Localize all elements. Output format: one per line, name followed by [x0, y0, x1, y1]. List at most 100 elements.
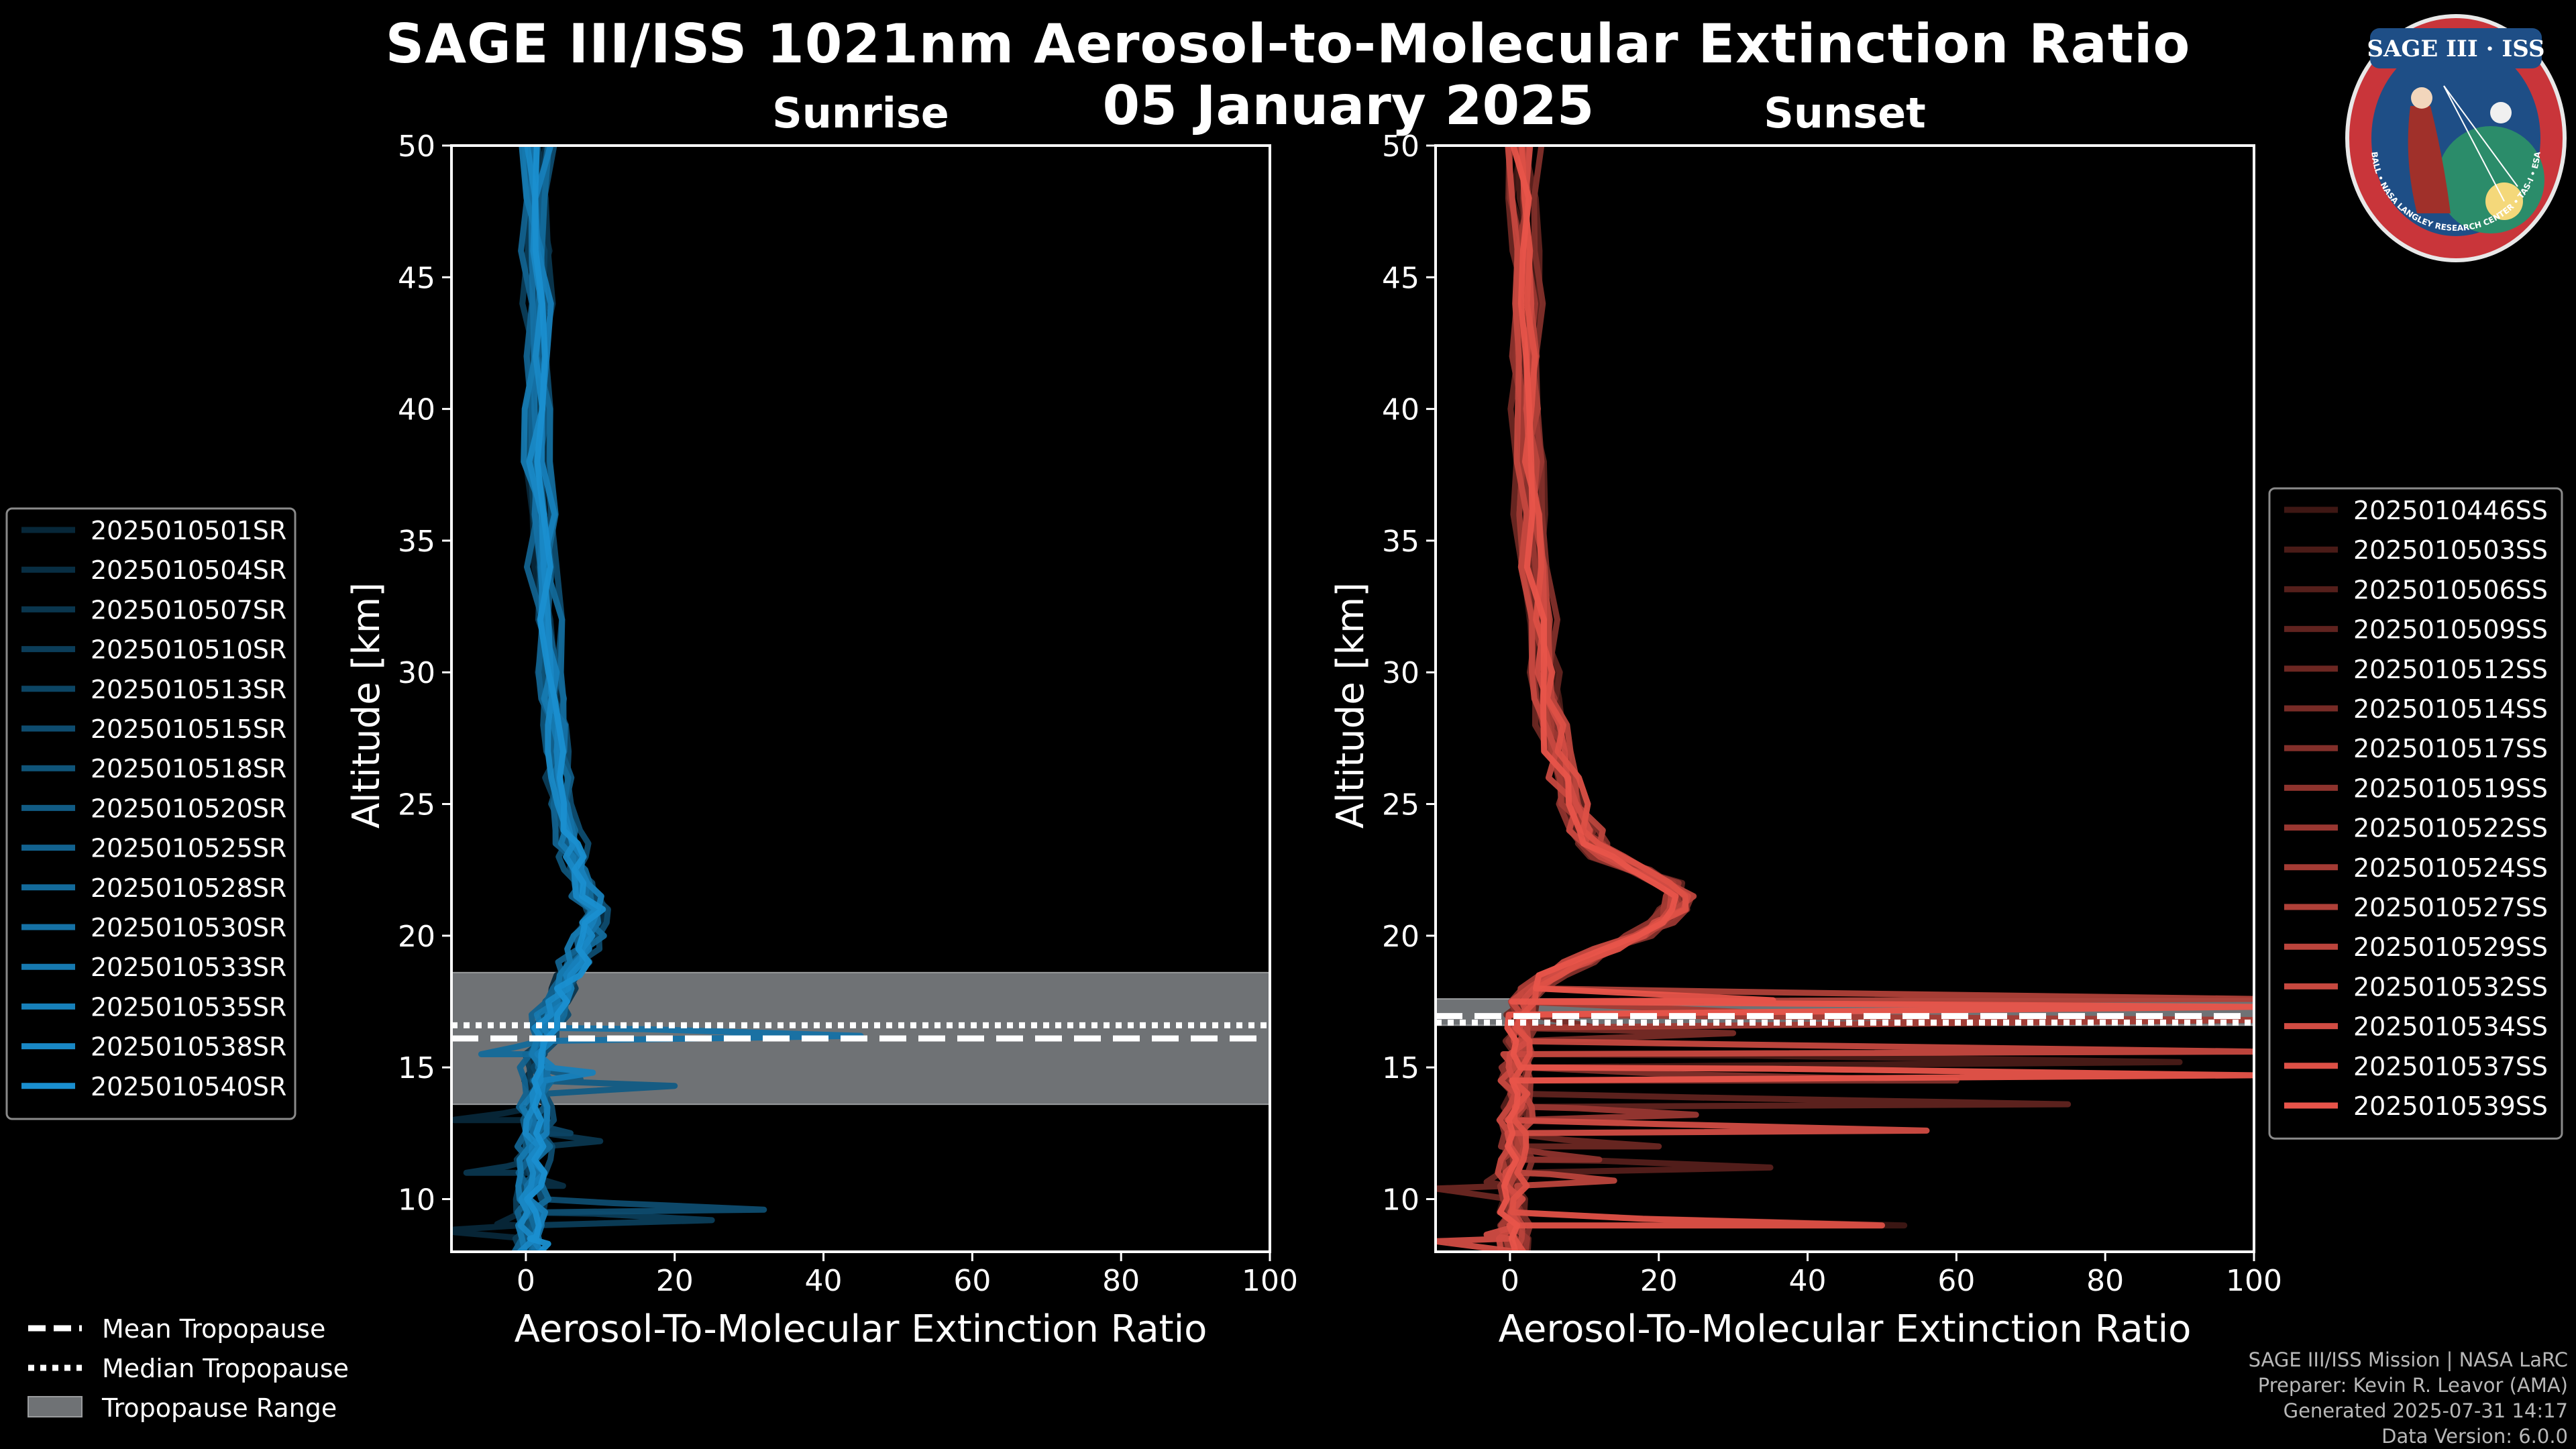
x-tick-label: 20	[1640, 1264, 1678, 1298]
profile-line-2025010509SS	[1509, 146, 2072, 1252]
x-tick-label: 40	[805, 1264, 843, 1298]
legend-entry: 2025010530SR	[91, 913, 286, 943]
legend-entry: 2025010527SS	[2353, 893, 2548, 922]
legend-entry: 2025010512SS	[2353, 655, 2548, 684]
legend-entry: 2025010529SS	[2353, 932, 2548, 962]
x-tick-label: 100	[2226, 1264, 2282, 1298]
profile-line-2025010539SS	[1497, 146, 2254, 1252]
x-tick-label: 60	[1937, 1264, 1975, 1298]
y-tick-label: 15	[1382, 1051, 1419, 1085]
y-tick-label: 50	[398, 129, 435, 164]
chart-date: 05 January 2025	[1102, 74, 1595, 137]
profile-line-2025010517SS	[1511, 146, 1960, 1252]
y-tick-label: 40	[1382, 393, 1419, 427]
profile-lines	[451, 146, 864, 1252]
x-tick-label: 20	[656, 1264, 694, 1298]
sage-logo: SAGE III · ISS BALL • NASA LANGLEY RESEA…	[2345, 14, 2567, 262]
panel-sunrise	[442, 144, 1271, 1261]
profile-line-2025010540SR	[524, 146, 606, 1252]
legend-entry: 2025010514SS	[2353, 694, 2548, 724]
chart-title: SAGE III/ISS 1021nm Aerosol-to-Molecular…	[385, 13, 2191, 75]
tropopause-legend: Mean Tropopause Median Tropopause Tropopau…	[28, 1314, 349, 1423]
legend-entry: 2025010501SR	[91, 516, 286, 545]
legend-entry: 2025010510SR	[91, 635, 286, 665]
legend-entry: 2025010524SS	[2353, 853, 2548, 883]
legend-entry: 2025010504SR	[91, 555, 286, 585]
profile-lines	[1436, 146, 2254, 1252]
legend-entry: 2025010503SS	[2353, 535, 2548, 565]
tropopause-range-label: Tropopause Range	[101, 1393, 337, 1423]
legend-entry: 2025010506SS	[2353, 575, 2548, 604]
legend-entry: 2025010535SR	[91, 992, 286, 1022]
y-tick-label: 45	[1382, 261, 1419, 295]
legend-entry: 2025010525SR	[91, 834, 286, 863]
legend-entry: 2025010446SS	[2353, 496, 2548, 525]
panel-sunset	[1426, 144, 2255, 1261]
credit-line: Generated 2025-07-31 14:17	[2283, 1399, 2568, 1422]
plot-frame	[1434, 144, 2255, 1253]
y-tick-label: 50	[1382, 129, 1419, 164]
y-tick-label: 45	[398, 261, 435, 295]
y-tick-label: 35	[1382, 525, 1419, 559]
y-axis-label: Altitude [km]	[1329, 582, 1373, 828]
tropopause-range-swatch	[28, 1396, 83, 1417]
legend-entry: 2025010537SS	[2353, 1052, 2548, 1081]
credit-line: SAGE III/ISS Mission | NASA LaRC	[2248, 1348, 2568, 1371]
y-tick-label: 30	[398, 656, 435, 690]
legend-box	[2268, 487, 2563, 1140]
y-tick-label: 10	[1382, 1183, 1419, 1217]
legend-entry: 2025010533SR	[91, 953, 286, 982]
profile-line-2025010538SR	[517, 146, 600, 1252]
x-axis-label: Aerosol-To-Molecular Extinction Ratio	[1499, 1307, 2192, 1351]
credit-line: Preparer: Kevin R. Leavor (AMA)	[2257, 1374, 2568, 1397]
logo-title: SAGE III · ISS	[2367, 36, 2544, 62]
y-tick-label: 25	[398, 788, 435, 822]
legend-box	[5, 507, 297, 1120]
legend-entry: 2025010528SR	[91, 873, 286, 903]
x-tick-label: 40	[1789, 1264, 1827, 1298]
legend-entry: 2025010522SS	[2353, 814, 2548, 843]
legend-entry: 2025010538SR	[91, 1032, 286, 1062]
legend-entry: 2025010507SR	[91, 595, 286, 625]
x-tick-label: 60	[953, 1264, 991, 1298]
profile-line-2025010503SS	[1504, 146, 2183, 1252]
legend-entry: 2025010513SR	[91, 675, 286, 704]
x-tick-label: 100	[1242, 1264, 1298, 1298]
legend-entry: 2025010517SS	[2353, 734, 2548, 763]
legend-sunrise: 2025010501SR 2025010504SR 2025010507SR 2025…	[5, 507, 297, 1120]
x-tick-label: 80	[2086, 1264, 2124, 1298]
legend-entry: 2025010539SS	[2353, 1091, 2548, 1121]
y-tick-label: 20	[1382, 920, 1419, 954]
y-axis-label: Altitude [km]	[345, 582, 388, 828]
legend-entry: 2025010520SR	[91, 794, 286, 823]
x-tick-label: 80	[1102, 1264, 1140, 1298]
y-tick-label: 15	[398, 1051, 435, 1085]
legend-entry: 2025010509SS	[2353, 615, 2548, 645]
panel-title: Sunrise	[772, 89, 949, 138]
x-tick-label: 0	[517, 1264, 535, 1298]
x-tick-label: 0	[1501, 1264, 1519, 1298]
y-tick-label: 25	[1382, 788, 1419, 822]
y-tick-label: 40	[398, 393, 435, 427]
profile-line-2025010527SS	[1506, 146, 2254, 1252]
profile-line-2025010532SS	[1495, 146, 2254, 1252]
mean-tropopause-label: Mean Tropopause	[102, 1314, 325, 1344]
credits-block: SAGE III/ISS Mission | NASA LaRC Prepare…	[2249, 1347, 2568, 1449]
panel-title: Sunset	[1764, 89, 1926, 138]
credit-line: Data Version: 6.0.0	[2381, 1425, 2568, 1448]
plot-frame	[450, 144, 1271, 1253]
legend-entry: 2025010534SS	[2353, 1012, 2548, 1042]
legend-entry: 2025010532SS	[2353, 972, 2548, 1002]
profile-line-2025010524SS	[1498, 146, 2254, 1252]
profile-line-2025010515SR	[533, 146, 767, 1252]
y-tick-label: 35	[398, 525, 435, 559]
legend-entry: 2025010518SR	[91, 754, 286, 784]
profile-line-2025010537SS	[1506, 146, 1885, 1252]
median-tropopause-label: Median Tropopause	[102, 1354, 349, 1383]
legend-entry: 2025010540SR	[91, 1072, 286, 1102]
legend-sunset: 2025010446SS 2025010503SS 2025010506SS 2025…	[2268, 487, 2563, 1140]
x-axis-label: Aerosol-To-Molecular Extinction Ratio	[515, 1307, 1208, 1351]
legend-entry: 2025010519SS	[2353, 773, 2548, 803]
y-tick-label: 20	[398, 920, 435, 954]
y-tick-label: 10	[398, 1183, 435, 1217]
